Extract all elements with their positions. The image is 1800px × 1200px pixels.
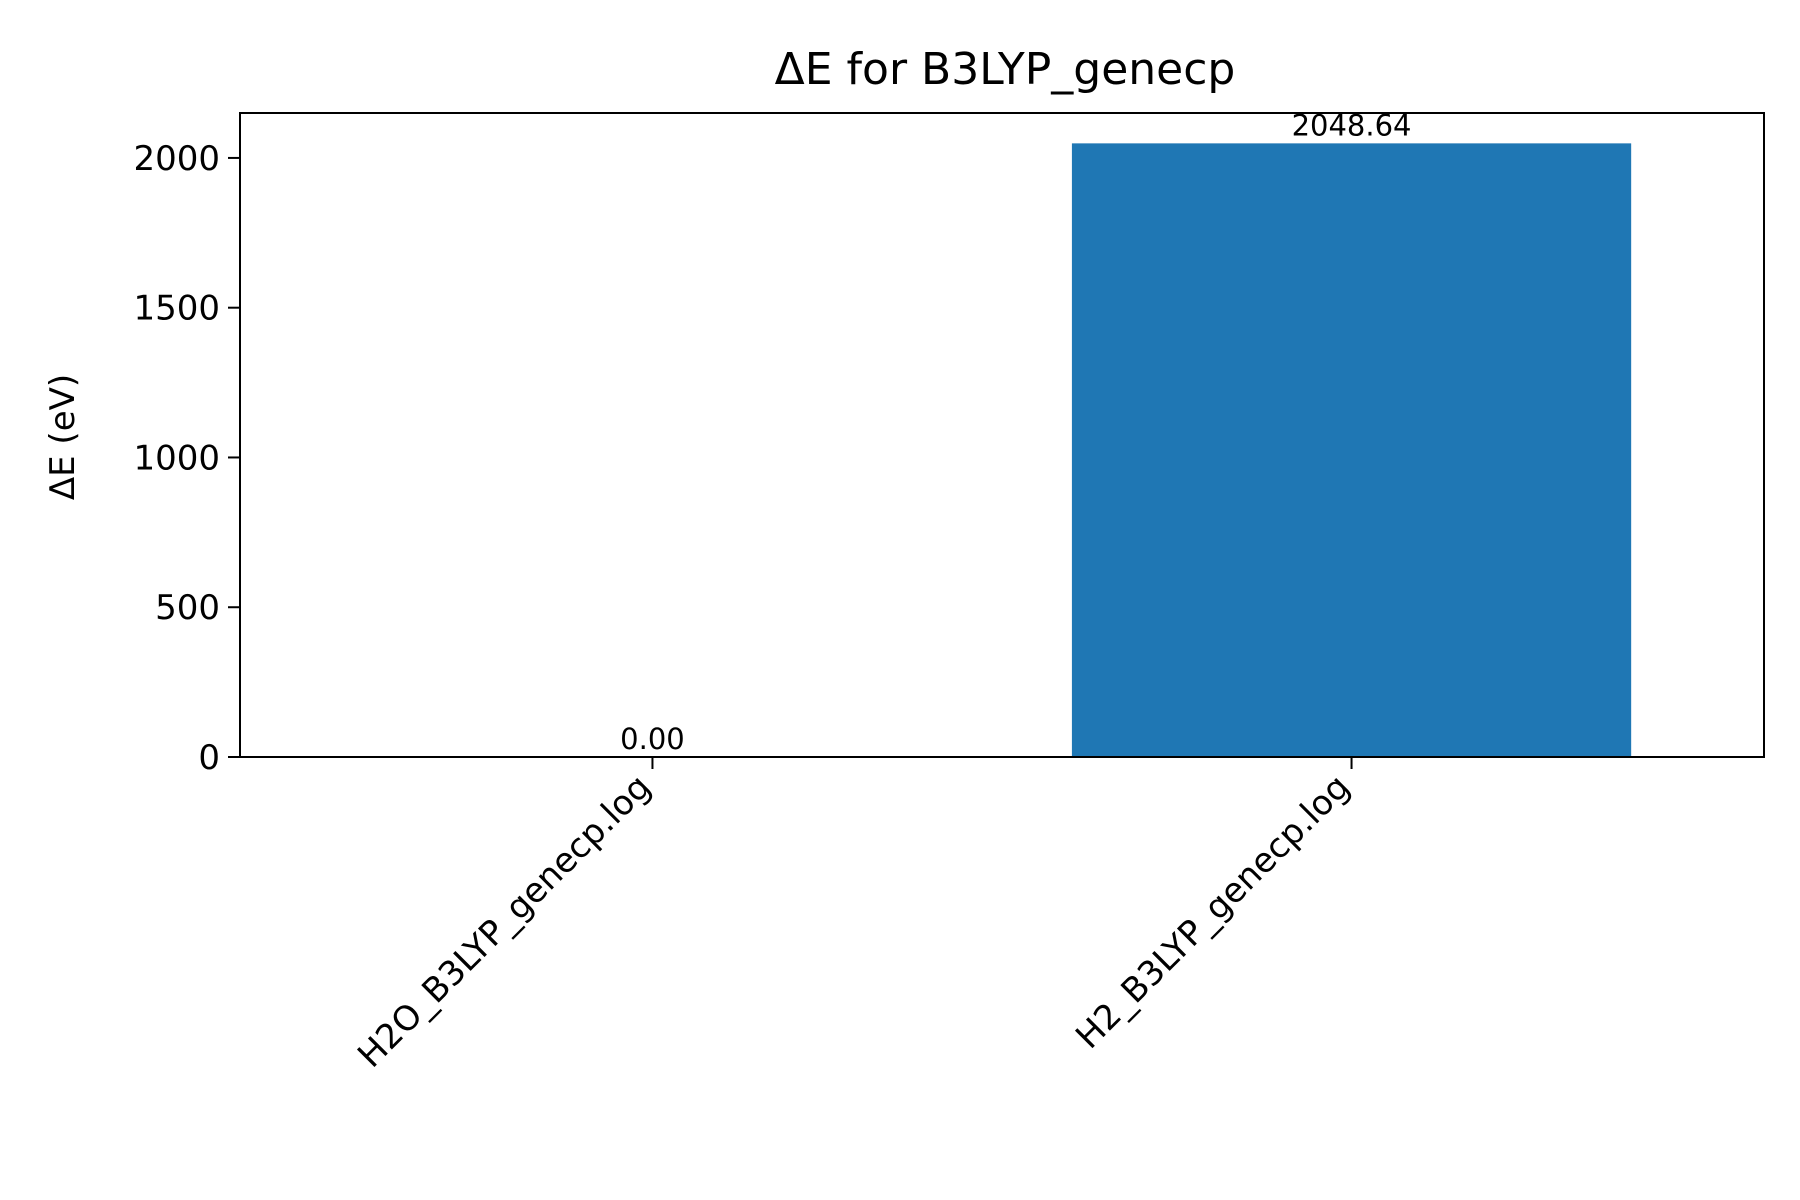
- y-tick-label: 500: [155, 588, 220, 628]
- y-tick-label: 1000: [133, 438, 220, 478]
- y-axis-label: ΔE (eV): [43, 374, 83, 500]
- value-label-1: 2048.64: [1292, 108, 1412, 142]
- plot-frame: [239, 112, 1765, 758]
- chart-title: ΔE for B3LYP_genecp: [775, 44, 1236, 95]
- y-tick-label: 1500: [133, 289, 220, 329]
- bar-1: [1071, 143, 1632, 758]
- bars-group: [1071, 143, 1632, 758]
- y-tick-label: 0: [198, 738, 220, 778]
- y-axis-ticks: 0 500 1000 1500 2000: [133, 139, 240, 778]
- y-tick-label: 2000: [133, 139, 220, 179]
- value-labels-group: 0.00 2048.64: [620, 108, 1411, 756]
- value-label-0: 0.00: [620, 722, 685, 756]
